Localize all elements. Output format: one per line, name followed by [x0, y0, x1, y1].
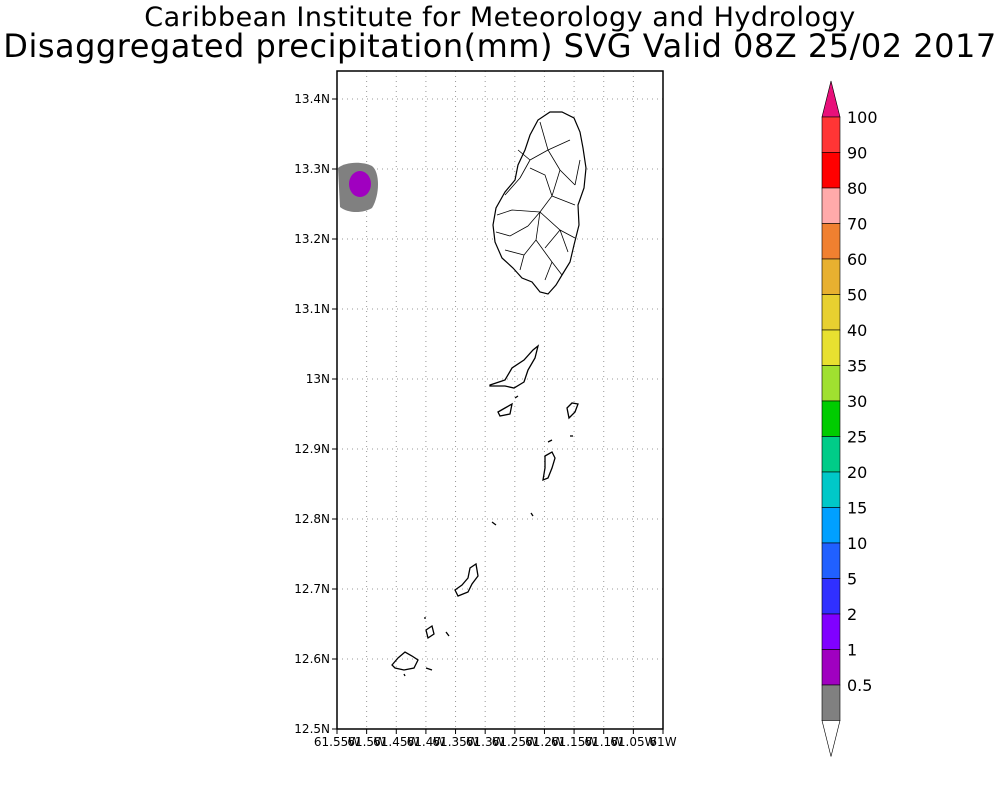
- colorbar-swatch: [821, 471, 841, 508]
- lon-tick-label: 61.35W: [432, 735, 478, 749]
- colorbar-bottom-arrow: [821, 720, 841, 757]
- colorbar-swatch: [821, 542, 841, 579]
- lat-tick-label: 12.5N: [294, 722, 330, 736]
- colorbar-swatch: [821, 578, 841, 615]
- grenadines-islands: [391, 344, 579, 677]
- lat-tick-label: 13.3N: [294, 162, 330, 176]
- colorbar-label: 10: [847, 534, 867, 553]
- colorbar-swatch: [821, 223, 841, 260]
- colorbar-swatch: [821, 400, 841, 437]
- lon-tick-label: 61.25W: [492, 735, 538, 749]
- colorbar-label: 50: [847, 286, 867, 305]
- chart-title-product: Disaggregated precipitation(mm) SVG Vali…: [3, 27, 997, 65]
- island-carriacou: [391, 651, 419, 671]
- colorbar-label: 35: [847, 357, 867, 376]
- colorbar-legend: 100 90 80 70 60 50 40 35 30 25 20 15 10 5 2 1 0.5: [821, 80, 878, 757]
- colorbar-label: 60: [847, 250, 867, 269]
- precip-area-inner: [349, 171, 371, 197]
- colorbar-label: 2: [847, 605, 857, 624]
- colorbar-label: 40: [847, 321, 867, 340]
- lon-tick-label: 61.2W: [525, 735, 564, 749]
- colorbar-label: 25: [847, 428, 867, 447]
- lon-tick-label: 61.15W: [551, 735, 597, 749]
- lat-tick-label: 12.8N: [294, 512, 330, 526]
- colorbar-label: 0.5: [847, 676, 872, 695]
- island-bequia: [489, 344, 540, 389]
- colorbar-swatch: [821, 329, 841, 366]
- colorbar-label: 70: [847, 215, 867, 234]
- lat-tick-label: 13.4N: [294, 92, 330, 106]
- colorbar-swatch: [821, 649, 841, 686]
- lon-tick-label: 61.3W: [466, 735, 505, 749]
- colorbar-label: 100: [847, 108, 878, 127]
- colorbar-label: 20: [847, 463, 867, 482]
- lat-tick-label: 13.2N: [294, 232, 330, 246]
- colorbar-swatch: [821, 365, 841, 402]
- lon-tick-label: 61.5W: [347, 735, 386, 749]
- lon-tick-label: 61.55W: [314, 735, 360, 749]
- colorbar-swatch: [821, 187, 841, 224]
- colorbar-swatch: [821, 152, 841, 189]
- colorbar-swatch: [821, 436, 841, 473]
- lat-tick-label: 12.7N: [294, 582, 330, 596]
- lat-tick-label: 12.6N: [294, 652, 330, 666]
- lon-tick-label: 61.45W: [373, 735, 419, 749]
- lon-tick-label: 61.05W: [610, 735, 656, 749]
- colorbar-top-arrow: [821, 80, 841, 118]
- latitude-axis: 13.4N 13.3N 13.2N 13.1N 13N 12.9N 12.8N 12.7N 12…: [294, 92, 337, 736]
- colorbar-swatch: [821, 258, 841, 295]
- colorbar-swatch: [821, 507, 841, 544]
- longitude-axis: 61.55W61.5W61.45W61.4W61.35W61.3W61.25W6…: [314, 729, 677, 749]
- map-frame: [336, 70, 664, 730]
- lon-tick-label: 61.4W: [407, 735, 446, 749]
- lon-tick-label: 61W: [649, 735, 676, 749]
- colorbar-label: 90: [847, 144, 867, 163]
- lat-tick-label: 12.9N: [294, 442, 330, 456]
- island-mustique: [566, 402, 579, 420]
- lat-tick-label: 13N: [306, 372, 330, 386]
- lon-tick-label: 61.1W: [584, 735, 623, 749]
- colorbar-label: 80: [847, 179, 867, 198]
- island-st-vincent: [492, 111, 587, 295]
- colorbar-label: 1: [847, 641, 857, 660]
- island-union: [454, 562, 479, 597]
- map-plot-area: [336, 70, 664, 730]
- colorbar-swatch: [821, 613, 841, 650]
- lat-tick-label: 13.1N: [294, 302, 330, 316]
- chart-title-institution: Caribbean Institute for Meteorology and …: [144, 2, 856, 33]
- island-canouan: [542, 451, 556, 482]
- colorbar-swatch: [821, 294, 841, 331]
- colorbar-swatch: [821, 684, 841, 721]
- colorbar-label: 5: [847, 570, 857, 589]
- colorbar-label: 15: [847, 499, 867, 518]
- map-background: [337, 71, 663, 729]
- colorbar-label: 30: [847, 392, 867, 411]
- colorbar-swatch: [821, 116, 841, 153]
